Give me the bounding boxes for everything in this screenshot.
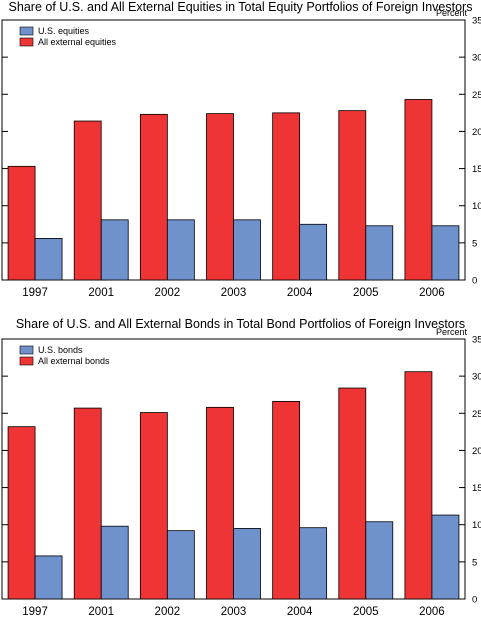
bond-bar-external (206, 406, 234, 600)
equity-category-label: 2003 (221, 287, 247, 299)
bond-bar-external (73, 407, 102, 600)
equity-y-tick-label: 10 (472, 201, 481, 212)
equity-bar-us (34, 237, 63, 281)
bond-bar-us (34, 555, 63, 600)
equity-y-tick-label: 0 (472, 276, 477, 287)
equity-bar-external (272, 112, 301, 281)
bond-bar-us (100, 525, 129, 600)
equity-unit-label: Percent (436, 8, 468, 18)
equity-y-tick-label: 20 (472, 127, 481, 138)
bond-y-tick-label: 25 (472, 409, 481, 420)
bond-bar-external (7, 426, 36, 600)
bond-y-tick-label: 10 (472, 520, 481, 531)
bond-legend-label: All external bonds (38, 356, 110, 366)
equity-y-tick-label: 25 (472, 90, 481, 101)
equity-category-label: 2001 (88, 287, 114, 299)
bond-category-label: 2006 (419, 606, 445, 618)
equity-category-label: 2004 (287, 287, 313, 299)
equity-legend-label: All external equities (38, 37, 117, 47)
bond-bar-us (431, 514, 460, 600)
equity-bar-external (73, 120, 102, 281)
equity-bar-us (166, 219, 195, 281)
bond-y-tick-label: 5 (472, 557, 477, 568)
bond-legend-label: U.S. bonds (38, 345, 83, 355)
bond-bar-us (166, 530, 195, 600)
equity-bar-chart: 0 5 10 15 20 25 30 35 Percent 1997 2001 2002 2003 200… (1, 8, 481, 299)
equity-bar-us (233, 219, 261, 281)
bond-y-tick-label: 20 (472, 446, 481, 457)
equity-category-label: 2005 (353, 287, 379, 299)
bond-category-label: 2003 (221, 606, 247, 618)
equity-y-tick-label: 30 (472, 53, 481, 64)
bond-bar-external (272, 400, 301, 600)
equity-bar-external (7, 165, 36, 281)
bond-chart-title: Share of U.S. and All External Bonds in … (15, 317, 466, 331)
equity-bar-external (139, 113, 168, 281)
equity-legend-label: U.S. equities (38, 26, 90, 36)
bond-y-tick-label: 35 (472, 335, 481, 346)
bond-bar-external (404, 371, 433, 600)
equity-bar-external (404, 99, 433, 281)
equity-bar-external (338, 110, 367, 281)
equity-bar-us (100, 219, 129, 281)
bond-y-tick-label: 30 (472, 372, 481, 383)
equity-legend-swatch (19, 37, 34, 47)
bond-legend-swatch (19, 356, 34, 366)
bond-category-label: 2004 (287, 606, 313, 618)
bond-category-label: 1997 (22, 606, 48, 618)
equity-bar-us (431, 225, 460, 281)
equity-bar-us (365, 225, 394, 281)
bond-category-label: 2005 (353, 606, 379, 618)
equity-y-tick-label: 15 (472, 164, 481, 175)
bond-bar-external (338, 387, 367, 600)
bond-bar-us (233, 528, 261, 600)
bond-bar-us (365, 521, 394, 600)
bond-unit-label: Percent (436, 327, 468, 337)
bond-bar-external (139, 412, 168, 600)
equity-legend-swatch (19, 26, 34, 36)
bond-category-label: 2001 (88, 606, 114, 618)
bond-category-label: 2002 (155, 606, 181, 618)
bond-y-tick-label: 0 (472, 595, 477, 606)
equity-bar-us (299, 223, 328, 281)
equity-chart-title: Share of U.S. and All External Equities … (8, 0, 473, 14)
equity-category-label: 1997 (22, 287, 48, 299)
bond-bar-us (299, 527, 328, 600)
bond-legend-swatch (19, 345, 34, 355)
equity-y-tick-label: 35 (472, 16, 481, 27)
equity-category-label: 2002 (155, 287, 181, 299)
equity-y-tick-label: 5 (472, 238, 477, 249)
equity-category-label: 2006 (419, 287, 445, 299)
bond-y-tick-label: 15 (472, 483, 481, 494)
equity-bar-external (206, 113, 234, 281)
